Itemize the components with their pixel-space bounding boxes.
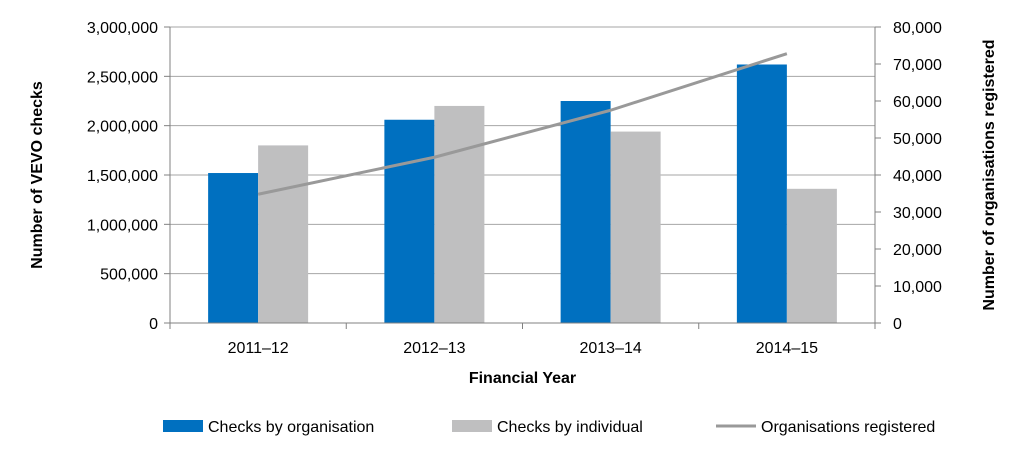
right-axis-tick-label: 50,000: [893, 131, 942, 148]
legend-swatch: [163, 420, 203, 432]
right-axis-tick-label: 0: [893, 316, 902, 333]
bar: [384, 119, 435, 323]
left-axis-tick-label: 2,500,000: [87, 69, 158, 86]
right-axis-ticks: 0 10,000 20,000 30,000 40,000 50,000 60,000 70,…: [875, 20, 942, 333]
bar: [786, 188, 837, 323]
bar: [208, 173, 259, 323]
left-axis-ticks: 0 500,000 1,000,000 1,500,000 2,000,000 2,500…: [87, 20, 170, 333]
right-axis-title: Number of organisations registered: [981, 39, 998, 310]
right-axis-tick-label: 10,000: [893, 279, 942, 296]
legend: Checks by organisation Checks by individu…: [163, 419, 935, 436]
x-axis-tick-label: 2011–12: [228, 340, 289, 357]
x-axis-tick-label: 2013–14: [579, 340, 641, 357]
bar: [736, 64, 787, 323]
left-axis-tick-label: 1,000,000: [87, 217, 158, 234]
right-axis-tick-label: 30,000: [893, 205, 942, 222]
line-series-path: [257, 52, 788, 196]
left-axis-tick-label: 2,000,000: [87, 119, 158, 136]
x-axis-tick-label: 2012–13: [403, 340, 465, 357]
bar: [610, 131, 661, 323]
left-axis-tick-label: 3,000,000: [87, 20, 158, 37]
legend-swatch: [452, 420, 492, 432]
right-axis-tick-label: 70,000: [893, 57, 942, 74]
line-series: [257, 52, 788, 196]
right-axis-tick-label: 80,000: [893, 20, 942, 37]
right-axis-tick-label: 20,000: [893, 242, 942, 259]
bars: [208, 64, 837, 323]
left-axis-title: Number of VEVO checks: [29, 81, 46, 269]
x-axis-tick-label: 2014–15: [756, 340, 818, 357]
bar: [258, 145, 309, 323]
right-axis-tick-label: 40,000: [893, 168, 942, 185]
legend-label: Organisations registered: [761, 419, 935, 436]
x-axis-title: Financial Year: [469, 370, 576, 387]
left-axis-tick-label: 0: [149, 316, 158, 333]
right-axis-tick-label: 60,000: [893, 94, 942, 111]
bar: [434, 105, 485, 323]
bar: [560, 101, 611, 323]
left-axis-tick-label: 1,500,000: [87, 168, 158, 185]
x-axis-ticks: 2011–12 2012–13 2013–14 2014–15: [169, 323, 876, 357]
legend-label: Checks by organisation: [208, 419, 374, 436]
left-axis-tick-label: 500,000: [100, 267, 158, 284]
legend-label: Checks by individual: [497, 419, 643, 436]
